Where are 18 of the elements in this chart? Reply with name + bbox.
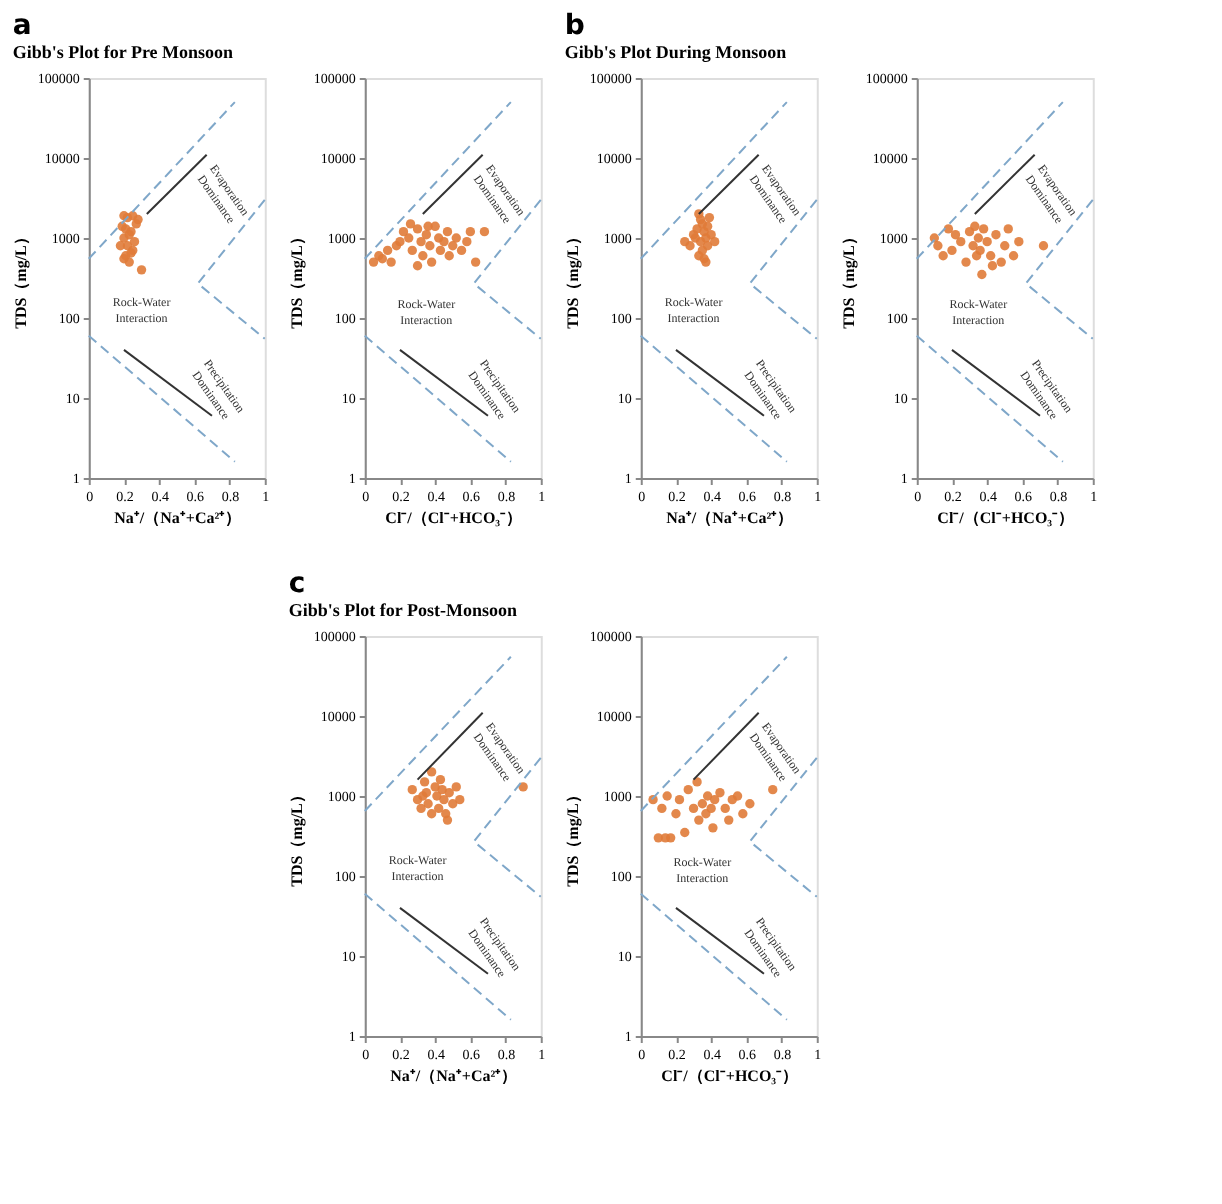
chart-subtitle: Gibb's Plot for Post-Monsoon (288, 600, 517, 620)
y-axis-title: TDS（mg/L） (839, 229, 858, 329)
y-axis-title: TDS（mg/L） (11, 229, 30, 329)
chart-title: c (288, 568, 306, 600)
chart-subtitle: Gibb's Plot During Monsoon (564, 42, 787, 62)
x-axis-title: Na⁺/（Na⁺+Ca²⁺） (114, 509, 242, 527)
chart-subtitle: Gibb's Plot for Pre Monsoon (12, 42, 234, 62)
y-axis-title: TDS（mg/L） (287, 787, 306, 887)
y-axis-title: TDS（mg/L） (563, 229, 582, 329)
x-axis-title: Na⁺/（Na⁺+Ca²⁺） (390, 1067, 518, 1085)
y-axis-title: TDS（mg/L） (287, 229, 306, 329)
y-axis-title: TDS（mg/L） (563, 787, 582, 887)
x-axis-title: Na⁺/（Na⁺+Ca²⁺） (666, 509, 794, 527)
x-axis-title: Cl⁻/（Cl⁻+HCO₃⁻） (661, 1067, 799, 1085)
chart-title: b (564, 10, 585, 42)
chart-title: a (12, 10, 32, 42)
x-axis-title: Cl⁻/（Cl⁻+HCO₃⁻） (385, 509, 523, 527)
x-axis-title: Cl⁻/（Cl⁻+HCO₃⁻） (937, 509, 1075, 527)
